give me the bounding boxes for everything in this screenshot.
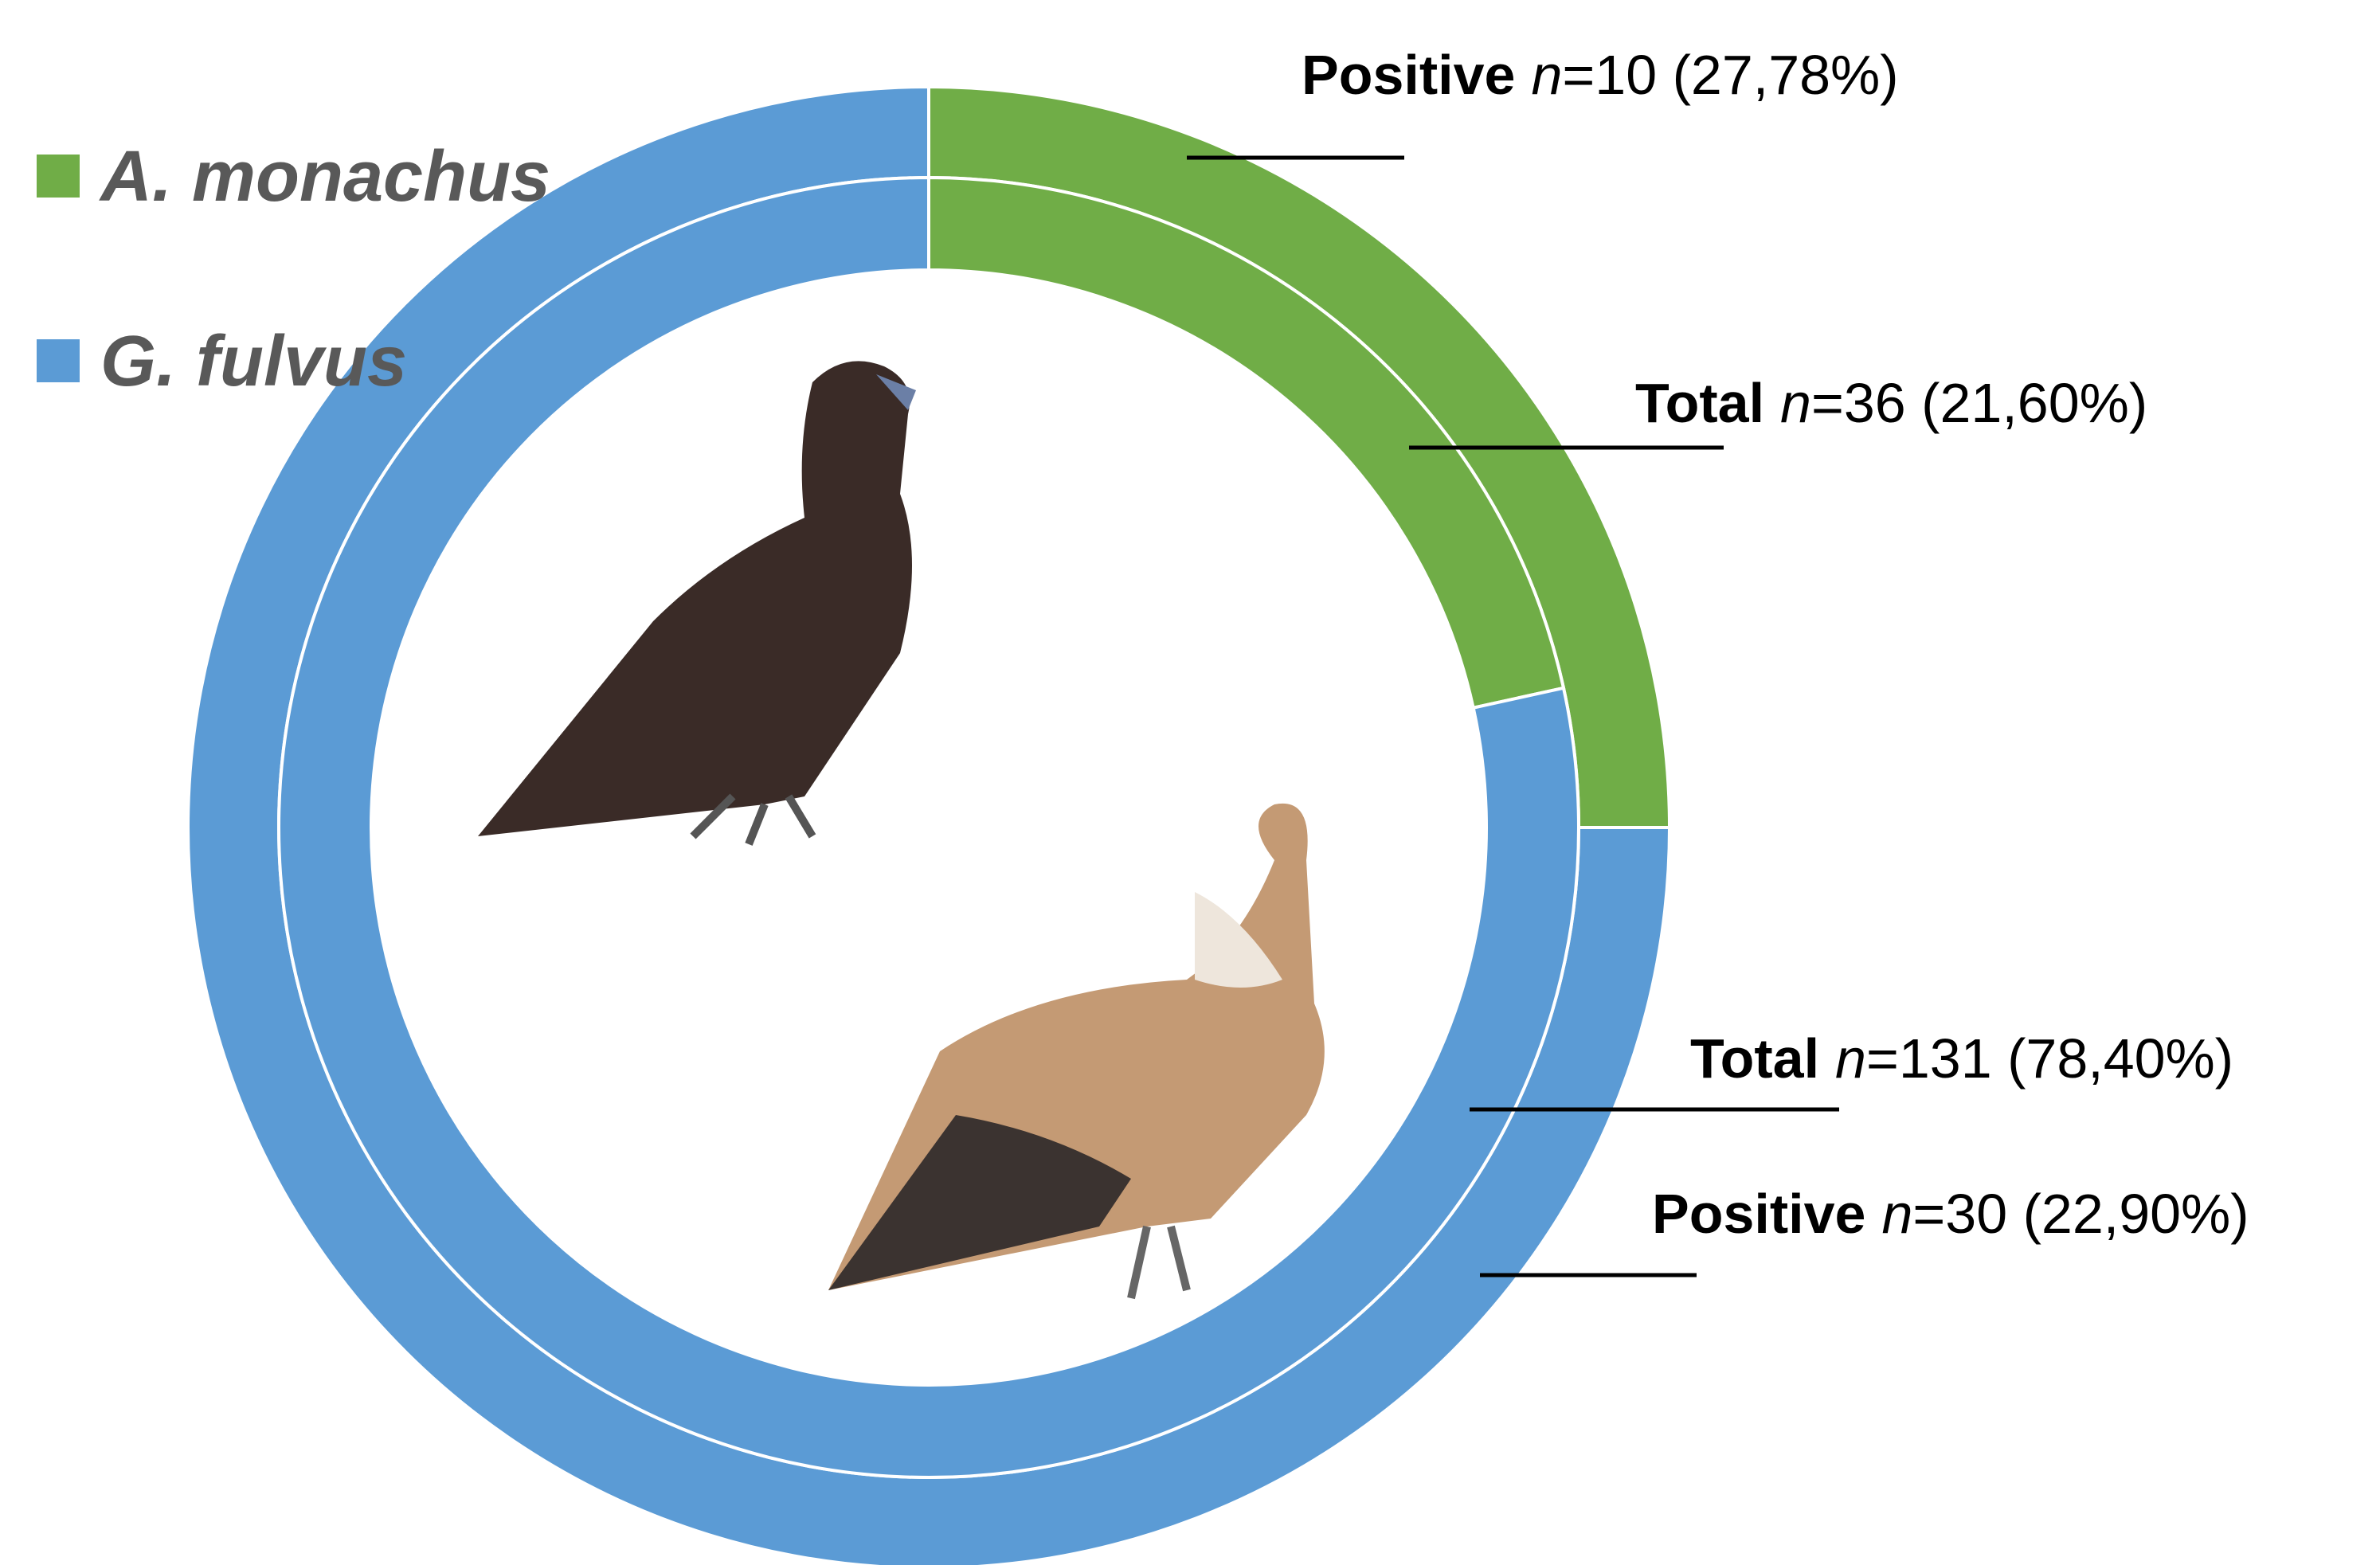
- legend-swatch: [37, 155, 80, 198]
- page: {"chart_data": { "type": "nested-donut",…: [0, 0, 2380, 1565]
- legend-swatch: [37, 339, 80, 382]
- vulture-illustration: [828, 804, 1325, 1298]
- value-label: n=131 (78,40%): [1835, 1027, 2233, 1090]
- ring-name: Total: [1635, 372, 1764, 434]
- vulture-illustration: [478, 361, 916, 844]
- ring-name: Positive: [1302, 44, 1515, 106]
- chart: A. monachus G. fulvus Positive n=10 (27,78…: [0, 0, 2380, 1565]
- ring-name: Positive: [1652, 1183, 1865, 1245]
- rings: [188, 87, 1670, 1565]
- legend-label: A. monachus: [99, 137, 550, 217]
- value-label: n=30 (22,90%): [1881, 1183, 2249, 1245]
- ring-name: Total: [1690, 1027, 1819, 1090]
- value-label: n=10 (27,78%): [1531, 44, 1898, 106]
- legend-label: G. fulvus: [100, 322, 407, 401]
- value-label: n=36 (21,60%): [1780, 372, 2147, 434]
